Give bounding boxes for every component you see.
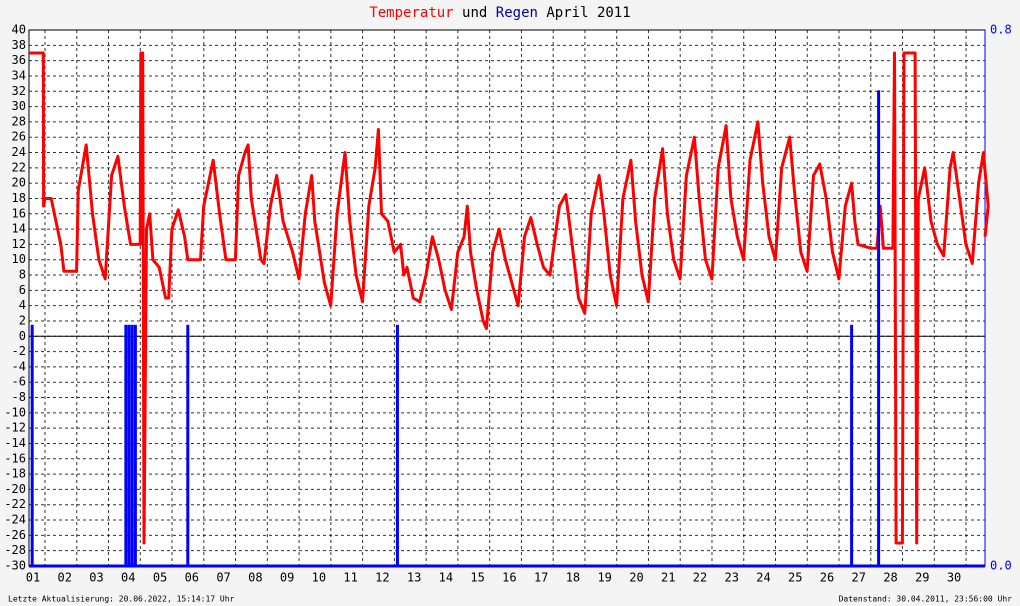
y-tick-label: 14 (12, 222, 26, 236)
y2-tick-label: 0.0 (990, 559, 1012, 573)
y-tick-label: -26 (4, 528, 26, 542)
y-tick-label: -24 (4, 513, 26, 527)
y-tick-label: 8 (19, 268, 26, 282)
x-tick-label: 03 (89, 571, 103, 585)
x-tick-label: 09 (280, 571, 294, 585)
y-tick-label: 34 (12, 68, 26, 82)
x-tick-label: 15 (470, 571, 484, 585)
y-tick-label: 30 (12, 99, 26, 113)
y-tick-label: -10 (4, 405, 26, 419)
x-tick-label: 25 (788, 571, 802, 585)
rain-bar (127, 324, 131, 566)
rain-bar (186, 324, 190, 566)
chart-title: Temperatur und Regen April 2011 (369, 5, 630, 21)
y-tick-label: 38 (12, 38, 26, 52)
x-tick-label: 04 (121, 571, 135, 585)
y-tick-label: -30 (4, 559, 26, 573)
x-tick-label: 30 (947, 571, 961, 585)
title-temp: Temperatur (369, 5, 453, 21)
y-tick-label: 28 (12, 114, 26, 128)
title-join: und (462, 5, 487, 21)
rain-bar (30, 324, 34, 566)
y-tick-label: -8 (12, 390, 26, 404)
y-tick-label: 24 (12, 145, 26, 159)
x-tick-label: 27 (852, 571, 866, 585)
x-tick-label: 29 (915, 571, 929, 585)
y-tick-label: 10 (12, 252, 26, 266)
x-tick-label: 13 (407, 571, 421, 585)
y-tick-label: 0 (19, 329, 26, 343)
y-tick-label: 32 (12, 84, 26, 98)
title-period: April 2011 (546, 5, 630, 21)
y-tick-label: 12 (12, 237, 26, 251)
y-tick-label: -12 (4, 421, 26, 435)
x-tick-label: 08 (248, 571, 262, 585)
x-tick-label: 26 (820, 571, 834, 585)
x-tick-label: 05 (153, 571, 167, 585)
rain-bar (124, 324, 128, 566)
rain-bar (130, 324, 134, 566)
y-tick-label: -22 (4, 497, 26, 511)
x-tick-label: 21 (661, 571, 675, 585)
x-tick-label: 02 (58, 571, 72, 585)
rain-bar (850, 324, 854, 566)
x-tick-label: 06 (185, 571, 199, 585)
y-tick-label: 26 (12, 130, 26, 144)
y-tick-label: 2 (19, 313, 26, 327)
x-tick-label: 07 (216, 571, 230, 585)
footer-left: Letzte Aktualisierung: 20.06.2022, 15:14… (8, 595, 235, 604)
temperature-line (29, 51, 990, 545)
y-tick-label: -20 (4, 482, 26, 496)
y-tick-label: -4 (12, 359, 26, 373)
y-tick-label: 16 (12, 206, 26, 220)
y-tick-label: 40 (12, 23, 26, 37)
x-tick-label: 22 (693, 571, 707, 585)
y-tick-label: 6 (19, 283, 26, 297)
y-tick-label: -6 (12, 375, 26, 389)
x-tick-label: 11 (343, 571, 357, 585)
x-tick-label: 19 (597, 571, 611, 585)
x-tick-label: 20 (629, 571, 643, 585)
x-tick-label: 12 (375, 571, 389, 585)
y-tick-label: 22 (12, 160, 26, 174)
y-tick-label: 4 (19, 298, 26, 312)
y-tick-label: 20 (12, 176, 26, 190)
title-rain: Regen (496, 5, 538, 21)
x-tick-label: 28 (883, 571, 897, 585)
y-tick-label: 18 (12, 191, 26, 205)
x-tick-label: 18 (566, 571, 580, 585)
rain-bar (877, 90, 881, 567)
y-tick-label: 36 (12, 53, 26, 67)
y-tick-label: -16 (4, 451, 26, 465)
rain-bar (133, 324, 137, 566)
x-tick-label: 24 (756, 571, 770, 585)
x-tick-label: 14 (439, 571, 453, 585)
x-tick-label: 16 (502, 571, 516, 585)
footer-right: Datenstand: 30.04.2011, 23:56:00 Uhr (839, 595, 1013, 604)
y-tick-label: -14 (4, 436, 26, 450)
rain-bar (395, 324, 399, 566)
x-tick-label: 23 (725, 571, 739, 585)
y-tick-label: -2 (12, 344, 26, 358)
y-tick-label: -28 (4, 543, 26, 557)
y-tick-label: -18 (4, 467, 26, 481)
y2-tick-label: 0.8 (990, 23, 1012, 37)
x-tick-label: 01 (26, 571, 40, 585)
x-tick-label: 17 (534, 571, 548, 585)
x-tick-label: 10 (312, 571, 326, 585)
